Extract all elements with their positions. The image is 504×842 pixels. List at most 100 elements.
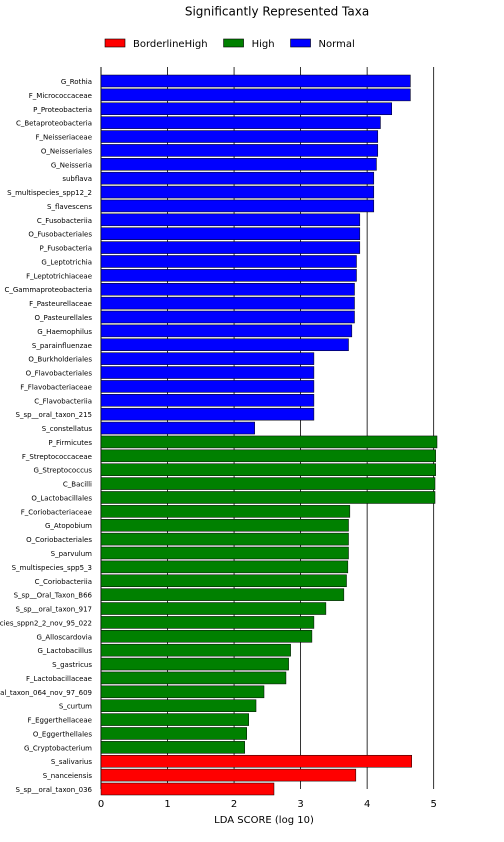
bar [100, 435, 438, 449]
bar [100, 671, 287, 685]
y-tick-label: C_Fusobacteriia [37, 217, 92, 225]
y-tick-label: S_salivarius [51, 758, 92, 766]
x-tick-label: 5 [430, 799, 436, 810]
x-tick-label: 4 [364, 799, 370, 810]
bar [100, 102, 393, 116]
bar [100, 158, 377, 171]
bar [100, 754, 412, 768]
bar [100, 380, 315, 393]
bar [100, 171, 375, 185]
bar [100, 532, 349, 546]
y-tick-label: S_sp__oral_taxon_036 [16, 786, 93, 794]
y-tick-label: O_Pasteurellales [35, 314, 93, 322]
y-tick-label: C_Gammaproteobacteria [4, 286, 92, 294]
bar [100, 768, 357, 782]
bar [100, 602, 327, 615]
y-tick-label: O_Coriobacteriales [26, 536, 92, 544]
bar [100, 699, 257, 712]
y-tick-label: G_Lactobacillus [38, 647, 93, 655]
y-tick-label: O_Eggerthellales [33, 730, 92, 738]
y-tick-label: G_Haemophilus [37, 328, 92, 336]
bar [100, 352, 315, 365]
y-tick-label: F_Pasteurellaceae [29, 300, 92, 308]
bar [100, 588, 345, 601]
legend-label: High [252, 39, 275, 50]
bar [100, 741, 245, 754]
bar [100, 727, 247, 740]
y-tick-label: G_Leptotrichia [41, 258, 92, 266]
bar [100, 282, 355, 296]
bar [100, 227, 361, 240]
bar [100, 630, 313, 643]
bar [100, 657, 289, 671]
y-tick-label: P_Proteobacteria [33, 106, 92, 114]
bar [100, 685, 265, 699]
bar [100, 74, 411, 88]
bar [100, 88, 411, 102]
y-tick-label: S_sp__oral_taxon_917 [16, 606, 92, 614]
y-tick-label: S_multispecies_spp12_2 [7, 189, 92, 197]
legend-swatch [290, 38, 311, 48]
bar [100, 782, 275, 796]
legend-swatch [104, 38, 126, 48]
bar [100, 449, 436, 463]
y-tick-label: O_Fusobacteriales [28, 231, 92, 239]
legend-swatch [223, 38, 244, 48]
y-tick-label: S_multispecies_spp5_3 [12, 564, 92, 572]
y-tick-label: F_Eggerthellaceae [28, 717, 92, 725]
bar [100, 407, 315, 421]
bar [100, 394, 315, 407]
y-tick-label: S_sp__oral_taxon_215 [16, 411, 92, 419]
bar [100, 643, 291, 657]
bar [100, 296, 355, 310]
y-tick-label: S_sp__Oral_Taxon_B66 [14, 592, 93, 600]
bar [100, 518, 349, 532]
bar [100, 255, 357, 268]
y-tick-label: F_Micrococcaceae [29, 92, 92, 100]
bar [100, 477, 436, 490]
bar [100, 116, 381, 129]
y-tick-label: G_Alloscardovia [36, 633, 92, 641]
x-tick-label: 3 [297, 799, 303, 810]
y-tick-label: C_Flavobacteriia [34, 397, 92, 405]
y-tick-label: S_gastricus [52, 661, 92, 669]
bar [100, 546, 349, 560]
bar [100, 505, 351, 518]
y-tick-label: F_Streptococcaceae [22, 453, 92, 461]
bar [100, 491, 436, 504]
bar [100, 574, 347, 588]
y-tick-label: cies_sppn2_2_nov_95_022 [0, 619, 92, 627]
y-tick-label: C_Betaproteobacteria [16, 120, 92, 128]
x-axis-label: LDA SCORE (log 10) [214, 815, 314, 826]
y-tick-label: F_Flavobacteriaceae [20, 383, 92, 391]
y-tick-label: S_curtum [59, 703, 92, 711]
y-tick-label: O_Burkholderiales [28, 356, 92, 364]
y-tick-label: O_Lactobacillales [31, 494, 92, 502]
y-tick-label: F_Coriobacteriaceae [21, 508, 92, 516]
bar [100, 199, 375, 213]
legend-label: Normal [319, 39, 355, 50]
bar [100, 713, 249, 726]
y-tick-label: S_flavescens [47, 203, 92, 211]
bar [100, 324, 353, 338]
bar [100, 463, 436, 476]
y-tick-label: F_Leptotrichiaceae [26, 272, 92, 280]
y-tick-label: subflava [62, 175, 92, 183]
y-tick-label: G_Atopobium [45, 522, 92, 530]
y-tick-label: C_Coriobacteriia [35, 578, 92, 586]
y-tick-label: O_Neisseriales [41, 147, 92, 155]
bar [100, 616, 315, 629]
y-tick-label: S_parainfluenzae [32, 342, 92, 350]
y-tick-label: P_Firmicutes [48, 439, 92, 447]
y-tick-label: P_Fusobacteria [40, 245, 92, 253]
y-tick-label: G_Rothia [61, 78, 92, 86]
bar [100, 213, 361, 227]
legend-label: BorderlineHigh [133, 39, 208, 50]
y-tick-label: O_Flavobacteriales [26, 370, 93, 378]
y-tick-label: F_Neisseriaceae [36, 134, 92, 142]
y-tick-label: G_Neisseria [51, 161, 92, 169]
bar [100, 269, 357, 282]
x-tick-label: 0 [98, 799, 104, 810]
y-tick-label: S_constellatus [42, 425, 93, 433]
bar [100, 241, 361, 254]
